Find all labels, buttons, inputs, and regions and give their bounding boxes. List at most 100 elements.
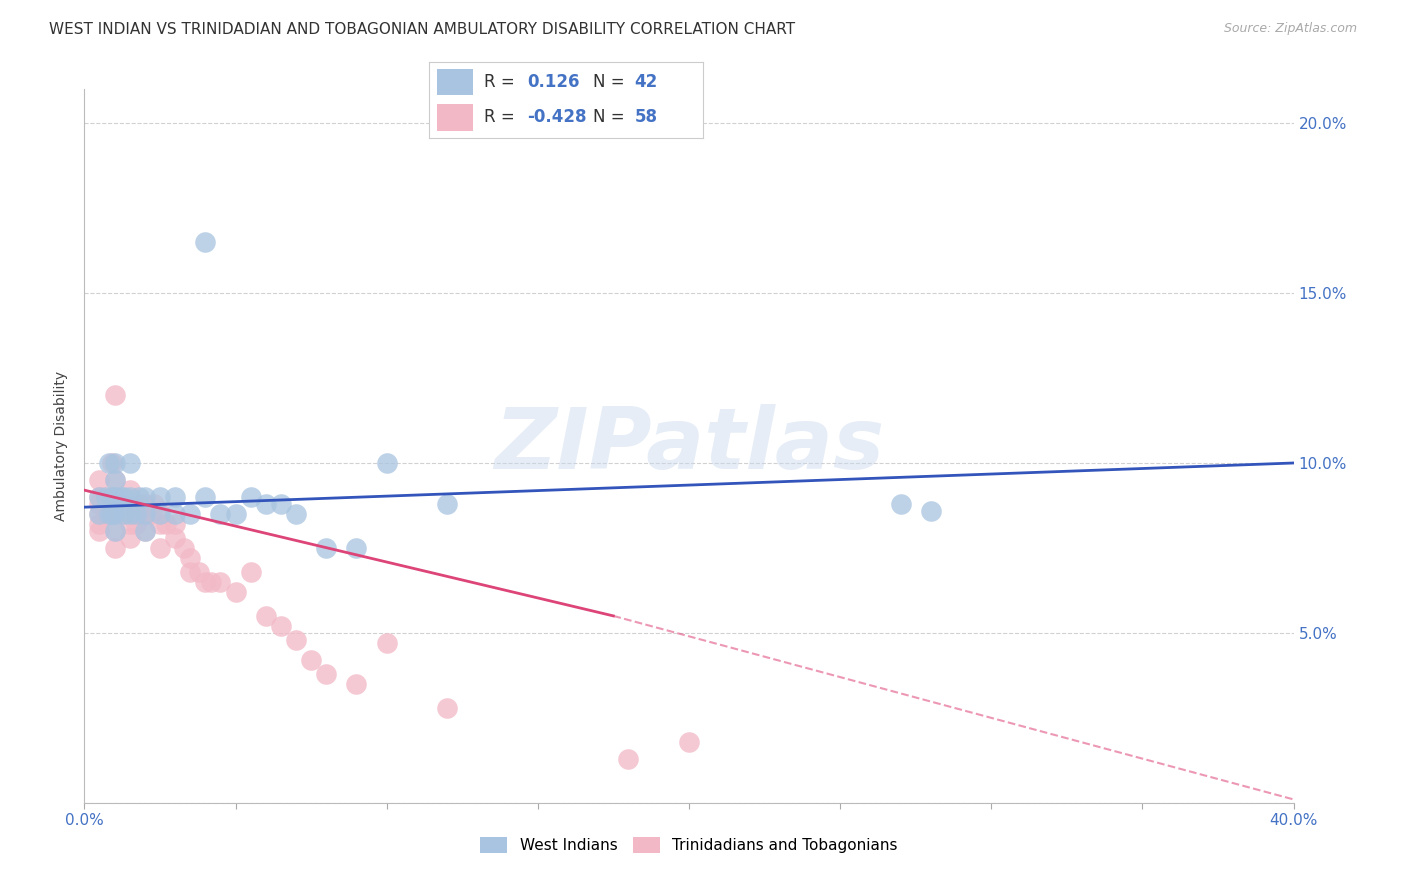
Point: [118, 531, 141, 545]
Point: [104, 524, 127, 538]
Text: R =: R =: [484, 108, 515, 126]
Text: 58: 58: [634, 108, 658, 126]
Point: [315, 541, 337, 555]
Point: [254, 497, 277, 511]
Point: [890, 497, 912, 511]
Point: [97, 507, 120, 521]
Point: [436, 497, 458, 511]
Point: [110, 490, 132, 504]
Point: [118, 483, 141, 498]
Point: [270, 497, 292, 511]
Text: ZIPatlas: ZIPatlas: [494, 404, 884, 488]
Point: [436, 700, 458, 714]
Text: 0.126: 0.126: [527, 73, 581, 91]
Point: [142, 497, 165, 511]
Point: [104, 507, 127, 521]
Point: [194, 574, 217, 589]
Point: [100, 490, 122, 504]
Point: [134, 507, 156, 521]
Point: [149, 503, 172, 517]
Text: -0.428: -0.428: [527, 108, 588, 126]
Legend: West Indians, Trinidadians and Tobagonians: West Indians, Trinidadians and Tobagonia…: [474, 831, 904, 859]
Point: [149, 507, 172, 521]
Point: [165, 490, 187, 504]
Point: [165, 507, 187, 521]
Point: [112, 490, 135, 504]
Text: Source: ZipAtlas.com: Source: ZipAtlas.com: [1223, 22, 1357, 36]
Point: [97, 456, 120, 470]
Point: [134, 524, 156, 538]
Point: [920, 503, 942, 517]
Point: [134, 524, 156, 538]
Point: [179, 565, 201, 579]
Point: [89, 524, 111, 538]
Point: [104, 456, 127, 470]
Point: [149, 517, 172, 532]
Point: [121, 507, 143, 521]
Text: R =: R =: [484, 73, 515, 91]
Point: [209, 574, 232, 589]
Point: [149, 490, 172, 504]
Point: [155, 517, 177, 532]
Point: [104, 541, 127, 555]
Point: [165, 531, 187, 545]
Point: [131, 507, 153, 521]
Point: [128, 503, 150, 517]
Point: [91, 490, 114, 504]
Point: [112, 507, 135, 521]
Point: [128, 497, 150, 511]
Point: [239, 565, 262, 579]
Point: [270, 619, 292, 633]
Point: [89, 473, 111, 487]
Point: [194, 235, 217, 249]
Point: [179, 507, 201, 521]
Point: [94, 507, 117, 521]
Point: [375, 456, 398, 470]
Point: [285, 632, 308, 647]
Point: [118, 507, 141, 521]
Point: [112, 507, 135, 521]
Point: [118, 490, 141, 504]
Point: [188, 565, 211, 579]
Point: [104, 490, 127, 504]
Point: [104, 524, 127, 538]
Point: [225, 585, 247, 599]
Point: [110, 497, 132, 511]
Point: [315, 666, 337, 681]
Point: [104, 473, 127, 487]
Point: [89, 490, 111, 504]
Point: [149, 541, 172, 555]
Text: N =: N =: [593, 108, 624, 126]
Point: [179, 551, 201, 566]
Point: [104, 473, 127, 487]
Point: [94, 490, 117, 504]
Point: [346, 541, 368, 555]
Point: [239, 490, 262, 504]
Point: [134, 507, 156, 521]
Point: [89, 497, 111, 511]
Point: [165, 517, 187, 532]
Point: [89, 507, 111, 521]
Point: [173, 541, 195, 555]
Point: [125, 507, 148, 521]
Point: [346, 677, 368, 691]
Point: [209, 507, 232, 521]
Text: N =: N =: [593, 73, 624, 91]
FancyBboxPatch shape: [437, 69, 472, 95]
Point: [225, 507, 247, 521]
Point: [118, 517, 141, 532]
Point: [254, 608, 277, 623]
Point: [104, 388, 127, 402]
Point: [139, 507, 162, 521]
Point: [100, 507, 122, 521]
Point: [97, 507, 120, 521]
Point: [617, 751, 640, 765]
FancyBboxPatch shape: [437, 104, 472, 130]
Point: [97, 490, 120, 504]
Point: [128, 490, 150, 504]
Point: [299, 653, 322, 667]
Point: [89, 490, 111, 504]
Point: [134, 497, 156, 511]
Point: [118, 456, 141, 470]
Point: [89, 517, 111, 532]
